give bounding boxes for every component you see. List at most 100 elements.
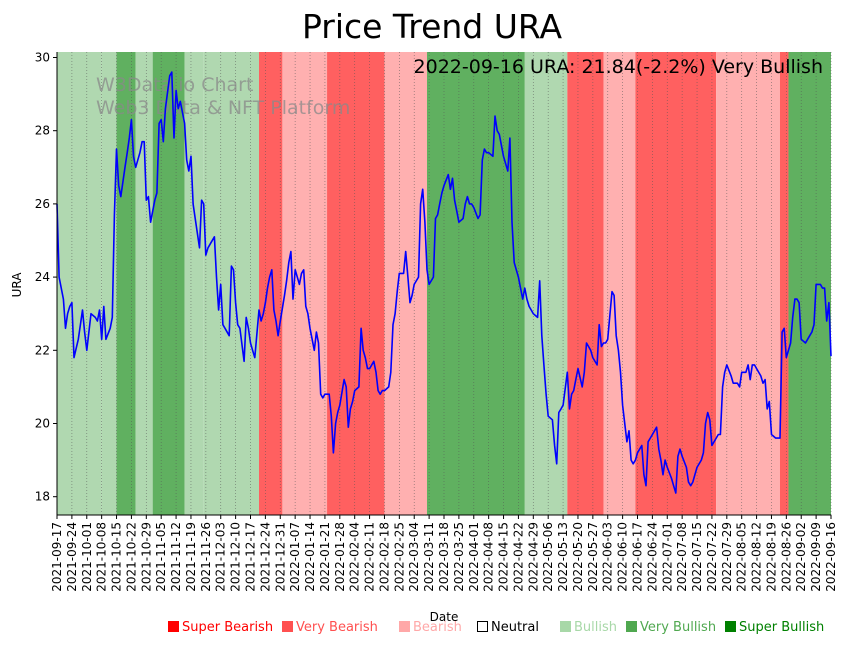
x-tick-label: 2022-08-19	[765, 522, 779, 592]
x-tick-label: 2022-03-25	[452, 522, 466, 592]
legend-item: Bearish	[399, 620, 462, 635]
legend-swatch	[399, 621, 410, 632]
x-ticks: 2021-09-17 2021-09-24 2021-10-01 2021-10-08…	[50, 515, 838, 592]
y-tick-label: 26	[35, 197, 50, 211]
x-tick-label: 2022-01-28	[333, 522, 347, 592]
y-tick-label: 20	[35, 416, 50, 430]
legend-label: Bullish	[574, 620, 618, 635]
x-tick-label: 2021-11-26	[199, 522, 213, 592]
x-tick-label: 2022-07-15	[690, 522, 704, 592]
sentiment-band	[116, 52, 136, 515]
sentiment-band	[426, 52, 525, 515]
x-tick-label: 2021-10-29	[139, 522, 153, 592]
sentiment-band	[184, 52, 204, 515]
legend-swatch	[168, 621, 179, 632]
price-line	[56, 71, 832, 494]
latest-price-annotation: 2022-09-16 URA: 21.84(-2.2%) Very Bullis…	[414, 56, 823, 78]
legend-swatch	[725, 621, 736, 632]
x-tick-label: 2022-08-12	[750, 522, 764, 592]
y-ticks: 18 20 22 24 26 28 30	[35, 50, 57, 504]
y-tick-label: 18	[35, 490, 50, 504]
sentiment-band	[152, 52, 185, 515]
legend-label: Neutral	[491, 620, 539, 635]
sentiment-band	[327, 52, 385, 515]
watermark: W3Data.io Chart Web3 Data & NFT Platform	[96, 74, 350, 119]
x-axis-label: Date	[430, 610, 459, 624]
x-tick-label: 2022-01-21	[318, 522, 332, 592]
x-tick-label: 2022-02-18	[378, 522, 392, 592]
watermark-line-1: W3Data.io Chart	[96, 74, 253, 96]
legend-swatch	[282, 621, 293, 632]
sentiment-band	[57, 52, 102, 515]
sentiment-band	[567, 52, 604, 515]
legend-item: Super Bearish	[168, 620, 273, 635]
x-tick-label: 2021-12-17	[244, 522, 258, 592]
x-tick-label: 2021-12-10	[229, 522, 243, 592]
x-tick-label: 2022-05-20	[571, 522, 585, 592]
x-tick-label: 2022-06-10	[616, 522, 630, 592]
x-tick-label: 2022-06-24	[645, 522, 659, 592]
legend-label: Bearish	[413, 620, 462, 635]
legend-label: Super Bearish	[182, 620, 274, 635]
x-tick-label: 2021-11-12	[169, 522, 183, 592]
legend-item: Bullish	[560, 620, 617, 635]
x-tick-label: 2022-02-04	[348, 522, 362, 592]
y-tick-label: 30	[35, 50, 50, 64]
sentiment-band	[635, 52, 717, 515]
x-tick-label: 2022-07-29	[720, 522, 734, 592]
legend-swatch	[477, 621, 488, 632]
x-tick-label: 2022-04-01	[467, 522, 481, 592]
chart-title: Price Trend URA	[302, 7, 563, 46]
legend-swatch	[626, 621, 637, 632]
legend-label: Super Bullish	[739, 620, 825, 635]
sentiment-band	[384, 52, 427, 515]
x-tick-label: 2022-04-22	[511, 522, 525, 592]
x-tick-label: 2022-07-22	[705, 522, 719, 592]
x-tick-label: 2022-01-14	[303, 522, 317, 592]
sentiment-legend: Super Bearish Very Bearish Bearish Neutral B…	[0, 620, 849, 640]
sentiment-band	[101, 52, 117, 515]
legend-item: Very Bullish	[626, 620, 716, 635]
x-tick-label: 2022-07-01	[660, 522, 674, 592]
legend-swatch	[560, 621, 571, 632]
watermark-line-2: Web3 Data & NFT Platform	[96, 97, 350, 119]
x-tick-label: 2021-10-22	[124, 522, 138, 592]
x-tick-label: 2022-07-08	[675, 522, 689, 592]
x-tick-label: 2022-04-15	[497, 522, 511, 592]
y-tick-label: 24	[35, 270, 50, 284]
x-tick-label: 2022-05-27	[586, 522, 600, 592]
x-tick-label: 2021-09-17	[50, 522, 64, 592]
sentiment-band	[135, 52, 153, 515]
sentiment-band	[788, 52, 831, 515]
x-tick-label: 2022-04-29	[526, 522, 540, 592]
y-tick-label: 28	[35, 124, 50, 138]
sentiment-band	[524, 52, 568, 515]
x-tick-label: 2022-06-17	[631, 522, 645, 592]
x-tick-label: 2022-03-11	[422, 522, 436, 592]
x-tick-label: 2022-05-06	[541, 522, 555, 592]
sentiment-band	[259, 52, 283, 515]
x-tick-label: 2022-09-02	[794, 522, 808, 592]
legend-item: Neutral	[477, 620, 539, 635]
x-tick-label: 2022-03-18	[437, 522, 451, 592]
x-tick-label: 2021-12-03	[214, 522, 228, 592]
y-tick-label: 22	[35, 343, 50, 357]
sentiment-band	[779, 52, 789, 515]
sentiment-band	[716, 52, 780, 515]
x-tick-label: 2022-02-25	[392, 522, 406, 592]
x-tick-label: 2021-12-24	[258, 522, 272, 592]
x-tick-label: 2021-11-19	[184, 522, 198, 592]
x-tick-label: 2022-08-05	[735, 522, 749, 592]
price-series-line	[56, 71, 832, 494]
x-tick-label: 2021-11-05	[154, 522, 168, 592]
x-tick-label: 2022-03-04	[407, 522, 421, 592]
x-tick-label: 2022-08-26	[779, 522, 793, 592]
legend-item: Very Bearish	[282, 620, 378, 635]
x-tick-label: 2022-09-09	[809, 522, 823, 592]
x-tick-label: 2021-09-24	[65, 522, 79, 592]
x-tick-label: 2022-05-13	[556, 522, 570, 592]
x-tick-label: 2022-01-07	[288, 522, 302, 592]
x-tick-label: 2022-06-03	[601, 522, 615, 592]
x-tick-label: 2021-10-15	[110, 522, 124, 592]
